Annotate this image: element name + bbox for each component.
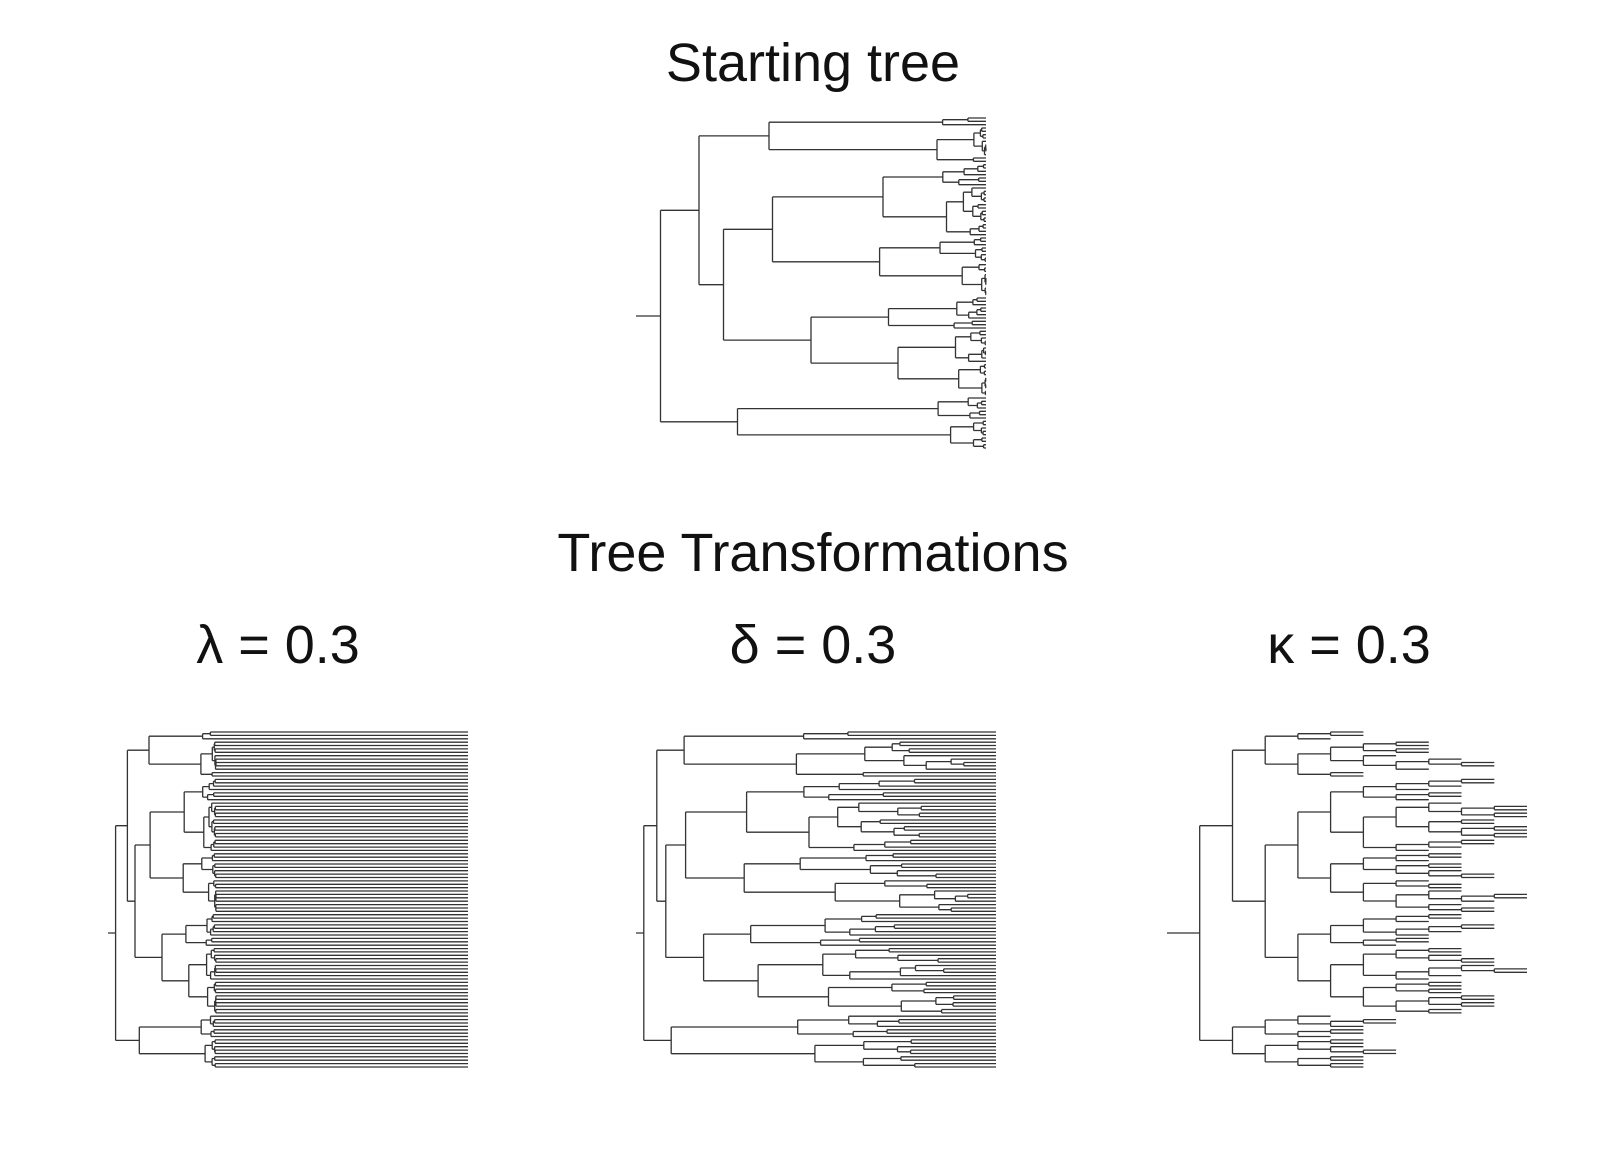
tree-branches — [108, 731, 468, 1068]
tree-branches — [1167, 731, 1527, 1068]
starting-tree-title: Starting tree — [665, 33, 961, 93]
kappa-panel-title: κ = 0.3 — [1267, 615, 1431, 675]
tree-branches — [636, 117, 987, 449]
delta-transformed-tree — [636, 731, 996, 1068]
kappa-transformed-tree — [1167, 731, 1527, 1068]
tree-branches — [636, 731, 996, 1068]
delta-panel-title: δ = 0.3 — [729, 615, 897, 675]
lambda-panel-title: λ = 0.3 — [196, 615, 360, 675]
transformations-title: Tree Transformations — [557, 523, 1069, 583]
lambda-transformed-tree — [108, 731, 468, 1068]
starting-tree-diagram — [636, 117, 987, 449]
